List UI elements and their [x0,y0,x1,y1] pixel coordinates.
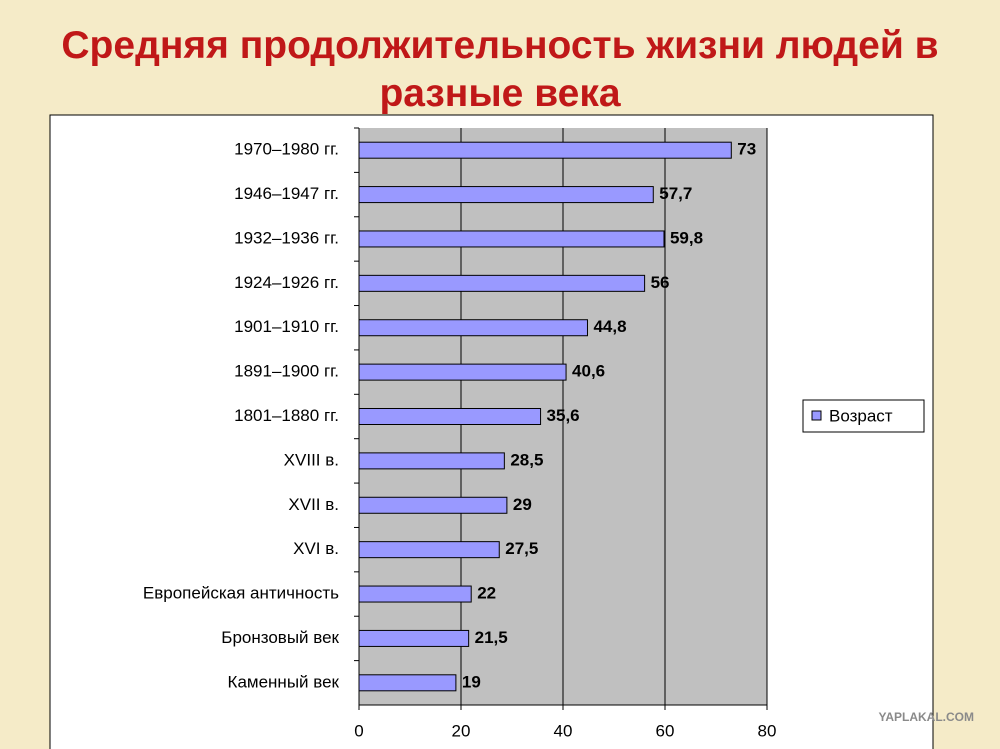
bar [358,319,588,337]
y-tick-label: 1924–1926 гг. [234,273,339,292]
bar [358,363,567,381]
value-label: 19 [462,672,481,691]
y-tick-label: 1901–1910 гг. [234,317,339,336]
y-tick-label: Каменный век [228,672,340,691]
bar [358,541,500,559]
bar [358,186,654,204]
value-label: 28,5 [510,450,543,469]
bar [358,496,508,514]
value-label: 44,8 [593,317,626,336]
x-tick-label: 60 [656,721,675,740]
y-tick-label: XVI в. [293,539,339,558]
value-label: 29 [513,495,532,514]
watermark: YAPLAKAL.COM [878,710,974,724]
value-label: 27,5 [505,539,538,558]
bar [358,230,665,248]
y-tick-label: Европейская античность [143,584,339,603]
value-label: 40,6 [572,362,605,381]
value-label: 73 [737,140,756,159]
bar [358,274,646,292]
y-tick-label: 1891–1900 гг. [234,362,339,381]
y-tick-label: 1932–1936 гг. [234,228,339,247]
bar [358,629,470,647]
bar [358,141,732,159]
value-label: 22 [477,584,496,603]
x-tick-label: 0 [354,721,363,740]
bar [358,674,457,692]
legend-label: Возраст [829,406,893,425]
bar [358,408,542,425]
y-tick-label: Бронзовый век [221,628,339,647]
y-tick-label: XVIII в. [284,450,339,469]
y-tick-label: 1801–1880 гг. [234,406,339,425]
chart-title: Средняя продолжительность жизни людей в … [61,24,939,115]
legend-swatch [811,410,822,421]
x-tick-label: 40 [554,721,573,740]
value-label: 56 [651,273,670,292]
value-label: 21,5 [475,628,508,647]
x-tick-label: 80 [758,721,777,740]
legend-box [802,399,925,433]
y-tick-label: XVII в. [288,495,339,514]
value-label: 59,8 [670,228,703,247]
y-tick-label: 1946–1947 гг. [234,184,339,203]
y-tick-label: 1970–1980 гг. [234,140,339,159]
bar [358,452,505,470]
value-label: 35,6 [547,406,580,425]
x-tick-label: 20 [452,721,471,740]
value-label: 57,7 [659,184,692,203]
bar [358,585,472,603]
